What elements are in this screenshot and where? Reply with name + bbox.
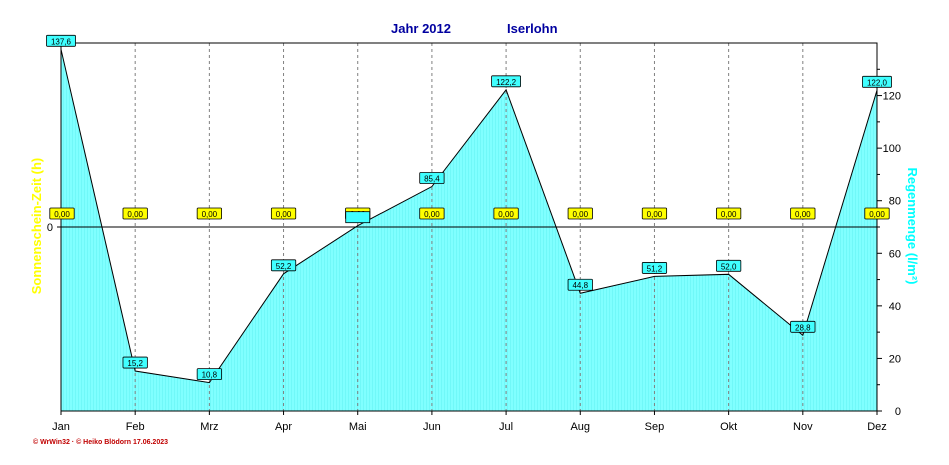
rain-value-label: 15,2	[127, 359, 143, 368]
x-axis-label: Okt	[720, 421, 737, 433]
sunshine-value-label: 0,00	[127, 210, 143, 219]
rain-value-label: 10,8	[202, 371, 218, 380]
sunshine-value-label: 0,00	[498, 210, 514, 219]
rain-value-label: 85,4	[424, 175, 440, 184]
sunshine-value-label-box	[49, 207, 75, 220]
rain-value-label: 122,0	[867, 78, 888, 87]
rain-value-label-box	[419, 172, 445, 184]
sunshine-value-label-box	[790, 207, 816, 220]
x-axis-label: Jun	[423, 421, 441, 433]
sunshine-value-label: 0,00	[202, 210, 218, 219]
x-axis-label: Nov	[793, 421, 813, 433]
chart-title-place: Iserlohn	[507, 21, 558, 36]
rain-value-label-box	[641, 262, 668, 274]
footer-credit: © WrWin32 · © Heiko Blödorn 17.06.2023	[33, 438, 168, 446]
rain-value-label: 52,2	[276, 262, 292, 271]
x-axis-label: Jul	[499, 421, 513, 433]
sunshine-value-label: 0,00	[276, 210, 292, 219]
x-axis-label: Feb	[126, 421, 145, 433]
rain-value-label: 28,8	[795, 323, 811, 332]
right-axis-tick-label: 20	[889, 353, 901, 365]
x-axis-label: Sep	[645, 421, 665, 433]
sunshine-value-label-box	[196, 207, 222, 220]
rain-value-label-box	[862, 75, 892, 88]
right-axis-tick-label: 100	[883, 143, 901, 155]
rain-value-label-box	[345, 211, 371, 224]
rain-series-line	[60, 49, 878, 384]
x-axis-label: Dez	[867, 421, 887, 433]
sunshine-value-label-box	[493, 207, 519, 220]
rain-value-label-box	[567, 278, 593, 291]
sunshine-value-label-box	[716, 207, 742, 220]
sunshine-value-label: 0,00	[54, 210, 70, 219]
sunshine-value-label-box	[419, 207, 445, 220]
sunshine-value-label-box	[567, 207, 593, 220]
left-axis-label: Sonnenschein-Zeit (h)	[29, 158, 44, 295]
sunshine-value-label-box	[122, 207, 148, 220]
sunshine-value-label: 0,00	[721, 210, 737, 219]
rain-area	[61, 49, 877, 412]
right-axis-tick-label: 60	[889, 248, 901, 260]
rain-value-label: 51,2	[647, 264, 663, 273]
right-axis-label: Regenmenge (l/m²)	[905, 167, 920, 284]
right-axis-tick-label: 0	[895, 406, 901, 418]
rain-value-label: 44,8	[572, 281, 588, 290]
left-axis-tick-label: 0	[47, 222, 53, 234]
rain-value-label-box	[491, 75, 521, 88]
rain-value-label-box	[270, 259, 297, 272]
right-axis-tick-label: 80	[889, 196, 901, 208]
x-axis-label: Apr	[275, 421, 292, 433]
rain-value-label: 137,6	[51, 37, 72, 46]
sunshine-value-label: 0,00	[647, 210, 663, 219]
rain-value-label-box	[196, 368, 222, 381]
plot-layer: 0 0 20 40 60 80 100 120 Jan Feb Mrz Apr Mai Jun Jul Aug…	[46, 34, 901, 433]
sunshine-value-label-box	[270, 207, 297, 220]
rain-value-label-box	[716, 259, 742, 272]
x-axis-label: Aug	[570, 421, 590, 433]
x-axis-label: Jan	[52, 421, 70, 433]
sunshine-value-label: 0,00	[869, 210, 885, 219]
rain-value-label-box	[122, 356, 148, 369]
x-axis-label: Mrz	[200, 421, 218, 433]
sunshine-value-label-box	[864, 207, 890, 220]
x-axis-label: Mai	[349, 421, 367, 433]
rain-value-label: 52,0	[721, 262, 737, 271]
sunshine-value-label-box	[641, 207, 668, 220]
right-axis-tick-label: 40	[889, 301, 901, 313]
sunshine-value-label: 0,00	[572, 210, 588, 219]
rain-value-label: 122,2	[496, 78, 517, 87]
right-axis-tick-label: 120	[883, 91, 901, 103]
chart-title-year: Jahr 2012	[391, 21, 451, 36]
rain-value-label-box	[46, 34, 76, 47]
sunshine-value-label: 0,00	[424, 210, 440, 219]
sunshine-value-label: 0,00	[795, 210, 811, 219]
rain-value-label-box	[790, 320, 816, 333]
